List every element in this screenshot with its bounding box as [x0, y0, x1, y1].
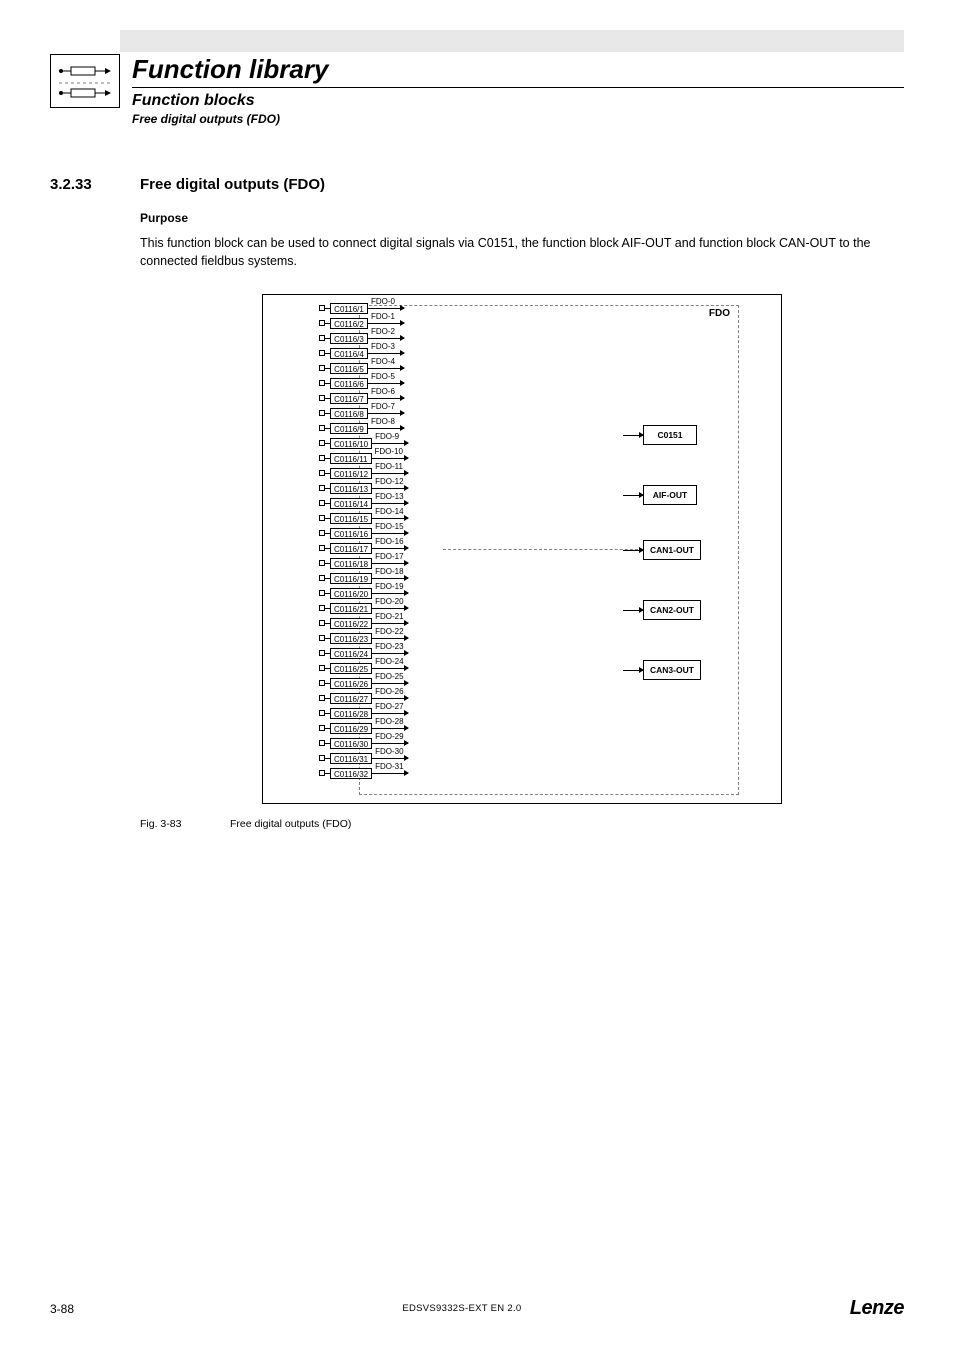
input-signal-label: FDO-26: [375, 687, 403, 696]
input-code: C0116/12: [330, 468, 372, 479]
input-code: C0116/23: [330, 633, 372, 644]
purpose-text: This function block can be used to conne…: [140, 235, 904, 270]
input-signal-label: FDO-15: [375, 522, 403, 531]
input-signal-label: FDO-24: [375, 657, 403, 666]
input-signal-label: FDO-13: [375, 492, 403, 501]
footer-docid: EDSVS9332S-EXT EN 2.0: [402, 1303, 521, 1314]
input-code: C0116/18: [330, 558, 372, 569]
input-signal-label: FDO-27: [375, 702, 403, 711]
output-arrow: [623, 435, 643, 436]
input-code: C0116/9: [330, 423, 368, 434]
input-signal-label: FDO-25: [375, 672, 403, 681]
input-signal-label: FDO-10: [375, 447, 403, 456]
input-code: C0116/10: [330, 438, 372, 449]
figure-caption: Free digital outputs (FDO): [230, 818, 351, 830]
page-subtitle: Function blocks: [132, 92, 904, 110]
input-signal-label: FDO-5: [371, 372, 395, 381]
input-code: C0116/17: [330, 543, 372, 554]
input-signal-label: FDO-6: [371, 387, 395, 396]
output-box: C0151: [643, 425, 697, 445]
input-signal-label: FDO-19: [375, 582, 403, 591]
page-title: Function library: [132, 54, 904, 88]
input-signal-label: FDO-12: [375, 477, 403, 486]
input-signal-label: FDO-16: [375, 537, 403, 546]
input-code: C0116/5: [330, 363, 368, 374]
figure-number: Fig. 3-83: [140, 818, 230, 830]
input-code: C0116/32: [330, 768, 372, 779]
input-signal-label: FDO-29: [375, 732, 403, 741]
input-signal-label: FDO-14: [375, 507, 403, 516]
section-title: Free digital outputs (FDO): [140, 176, 904, 193]
input-code: C0116/19: [330, 573, 372, 584]
input-signal-label: FDO-11: [375, 462, 403, 471]
output-box: CAN1-OUT: [643, 540, 701, 560]
input-code: C0116/30: [330, 738, 372, 749]
input-code: C0116/2: [330, 318, 368, 329]
footer-page: 3-88: [50, 1302, 74, 1316]
input-signal-label: FDO-8: [371, 417, 395, 426]
output-box: CAN3-OUT: [643, 660, 701, 680]
input-signal-label: FDO-22: [375, 627, 403, 636]
input-code: C0116/29: [330, 723, 372, 734]
input-code: C0116/14: [330, 498, 372, 509]
input-signal-label: FDO-17: [375, 552, 403, 561]
section-number: 3.2.33: [50, 176, 140, 830]
input-code: C0116/4: [330, 348, 368, 359]
input-signal-label: FDO-31: [375, 762, 403, 771]
input-signal-label: FDO-30: [375, 747, 403, 756]
input-signal-label: FDO-21: [375, 612, 403, 621]
input-signal-label: FDO-3: [371, 342, 395, 351]
input-code: C0116/21: [330, 603, 372, 614]
output-box: CAN2-OUT: [643, 600, 701, 620]
input-code: C0116/13: [330, 483, 372, 494]
input-signal-label: FDO-18: [375, 567, 403, 576]
input-code: C0116/28: [330, 708, 372, 719]
input-code: C0116/3: [330, 333, 368, 344]
header-icon: [50, 54, 120, 108]
input-code: C0116/15: [330, 513, 372, 524]
dashed-connector: [443, 549, 643, 550]
input-signal-label: FDO-28: [375, 717, 403, 726]
input-signal-label: FDO-1: [371, 312, 395, 321]
purpose-heading: Purpose: [140, 211, 904, 225]
input-signal-label: FDO-4: [371, 357, 395, 366]
input-signal-label: FDO-23: [375, 642, 403, 651]
input-row: C0116/32FDO-31: [319, 766, 408, 780]
input-code: C0116/7: [330, 393, 368, 404]
input-code: C0116/1: [330, 303, 368, 314]
input-code: C0116/22: [330, 618, 372, 629]
input-signal-label: FDO-20: [375, 597, 403, 606]
input-code: C0116/6: [330, 378, 368, 389]
fdo-block-label: FDO: [709, 308, 730, 319]
output-box: AIF-OUT: [643, 485, 697, 505]
footer-brand: Lenze: [850, 1297, 904, 1320]
input-signal-label: FDO-2: [371, 327, 395, 336]
output-arrow: [623, 610, 643, 611]
input-code: C0116/27: [330, 693, 372, 704]
input-code: C0116/16: [330, 528, 372, 539]
output-arrow: [623, 670, 643, 671]
fdo-diagram: FDO C0116/1FDO-0C0116/2FDO-1C0116/3FDO-2…: [262, 294, 782, 804]
input-code: C0116/26: [330, 678, 372, 689]
input-signal-label: FDO-7: [371, 402, 395, 411]
input-code: C0116/8: [330, 408, 368, 419]
input-code: C0116/31: [330, 753, 372, 764]
input-code: C0116/25: [330, 663, 372, 674]
input-signal-label: FDO-9: [375, 432, 399, 441]
output-arrow: [623, 495, 643, 496]
input-signal-label: FDO-0: [371, 297, 395, 306]
input-code: C0116/11: [330, 453, 372, 464]
page-subsubtitle: Free digital outputs (FDO): [132, 112, 904, 126]
input-code: C0116/20: [330, 588, 372, 599]
input-code: C0116/24: [330, 648, 372, 659]
